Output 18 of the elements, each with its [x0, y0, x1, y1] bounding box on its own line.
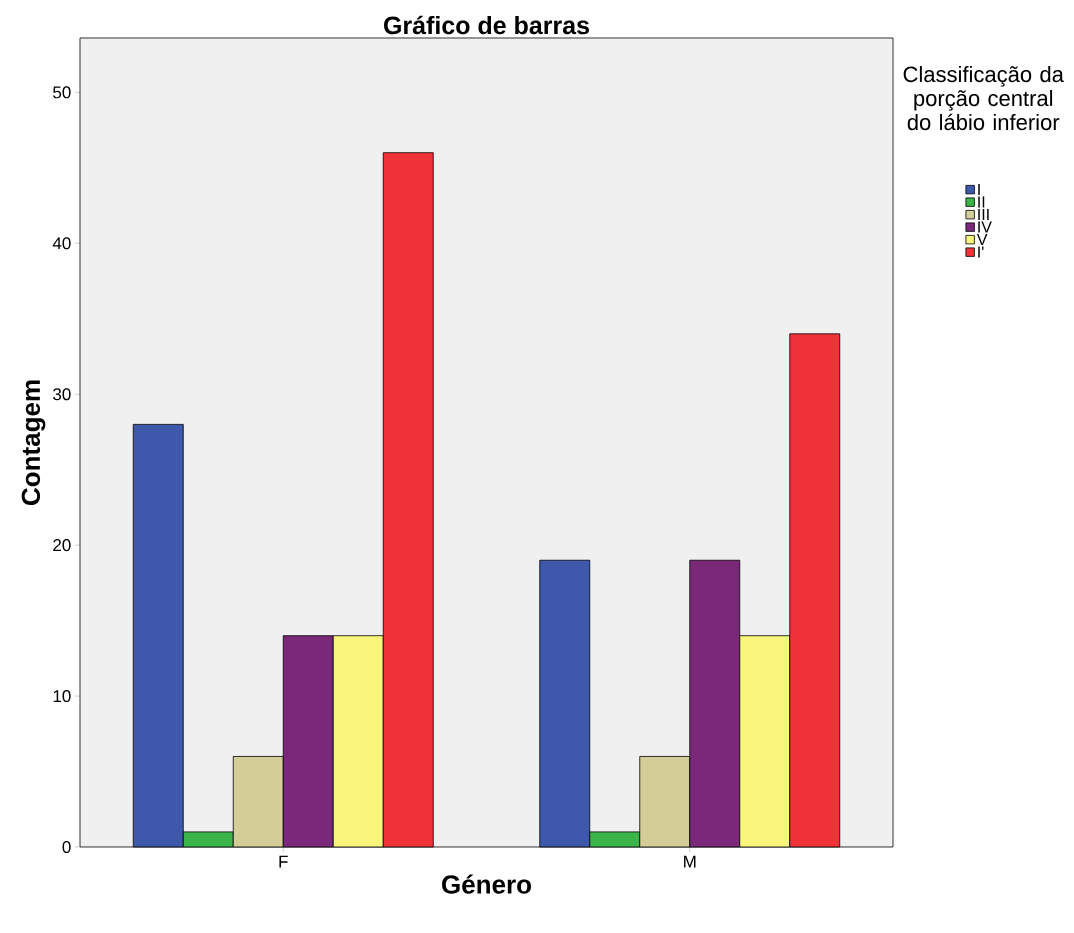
legend-label: III	[978, 208, 989, 220]
y-tick-label: 10	[53, 690, 71, 703]
legend-label: V	[976, 233, 988, 245]
legend-label: I	[978, 183, 980, 195]
y-tick-label: 20	[53, 539, 71, 552]
x-tick-label: F	[279, 855, 288, 868]
x-tick-label: M	[684, 855, 696, 868]
legend-label: I'	[978, 246, 984, 258]
x-axis-title: Género	[442, 874, 531, 894]
y-tick-label: 40	[52, 237, 71, 250]
y-tick-label: 0	[62, 840, 71, 854]
chart-title: Gráfico de barras	[384, 15, 589, 35]
legend-label: II	[978, 196, 985, 208]
y-tick-label: 50	[53, 86, 71, 99]
legend-title: Classificação da porção central do lábio inferior	[903, 65, 1064, 131]
legend-label: IV	[978, 221, 992, 233]
y-axis-title: Contagem	[21, 380, 46, 505]
y-tick-label: 30	[53, 388, 71, 401]
